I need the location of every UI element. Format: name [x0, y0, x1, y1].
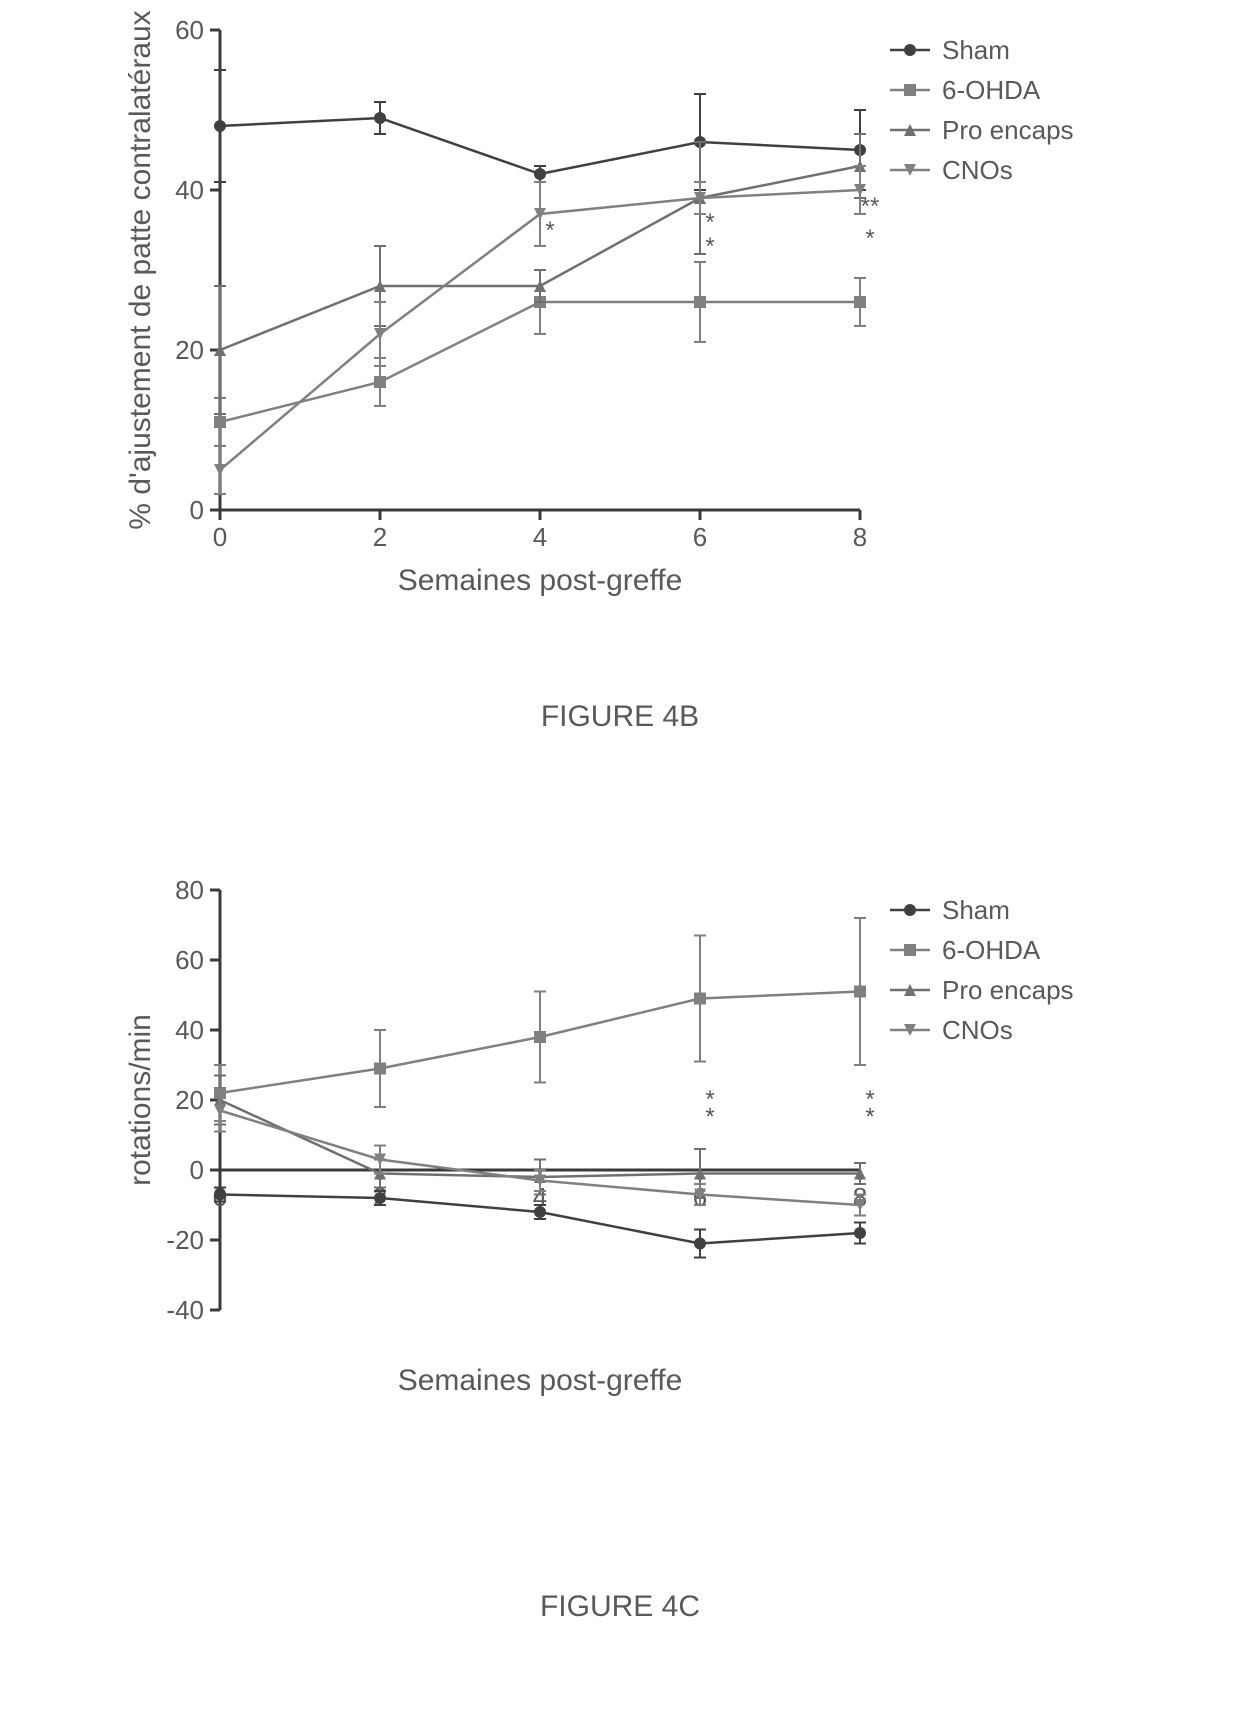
svg-text:Sham: Sham	[942, 35, 1010, 65]
svg-text:*: *	[545, 217, 554, 244]
svg-text:60: 60	[175, 945, 204, 975]
svg-text:*: *	[705, 1104, 714, 1131]
svg-text:40: 40	[175, 175, 204, 205]
svg-text:% d'ajustement de patte contra: % d'ajustement de patte contralatéraux	[124, 10, 157, 529]
page: 020406002468******Semaines post-greffe% …	[0, 0, 1240, 1731]
chart-svg-4b: 020406002468******Semaines post-greffe% …	[60, 10, 1160, 630]
svg-text:*: *	[705, 209, 714, 236]
svg-text:0: 0	[190, 1155, 204, 1185]
svg-text:*: *	[705, 233, 714, 260]
figure-4b: 020406002468******Semaines post-greffe% …	[60, 10, 1160, 635]
svg-text:-40: -40	[166, 1295, 204, 1325]
svg-text:Sham: Sham	[942, 895, 1010, 925]
figure-4c: -40-2002040608002468****Semaines post-gr…	[60, 870, 1160, 1435]
svg-text:2: 2	[373, 522, 387, 552]
svg-text:CNOs: CNOs	[942, 155, 1013, 185]
svg-text:Semaines post-greffe: Semaines post-greffe	[398, 564, 683, 597]
svg-text:20: 20	[175, 335, 204, 365]
svg-text:40: 40	[175, 1015, 204, 1045]
svg-text:60: 60	[175, 15, 204, 45]
svg-text:-20: -20	[166, 1225, 204, 1255]
chart-svg-4c: -40-2002040608002468****Semaines post-gr…	[60, 870, 1160, 1430]
svg-text:20: 20	[175, 1085, 204, 1115]
figure-4c-caption: FIGURE 4C	[0, 1590, 1240, 1624]
svg-text:6-OHDA: 6-OHDA	[942, 935, 1041, 965]
svg-text:4: 4	[533, 522, 547, 552]
svg-text:*: *	[865, 1104, 874, 1131]
svg-text:6: 6	[693, 522, 707, 552]
svg-text:Semaines post-greffe: Semaines post-greffe	[398, 1364, 683, 1397]
svg-text:*: *	[865, 225, 874, 252]
svg-text:**: **	[861, 193, 880, 220]
svg-text:0: 0	[190, 495, 204, 525]
svg-text:0: 0	[213, 522, 227, 552]
svg-text:6-OHDA: 6-OHDA	[942, 75, 1041, 105]
svg-text:80: 80	[175, 875, 204, 905]
svg-text:Pro encaps: Pro encaps	[942, 115, 1074, 145]
figure-4b-caption: FIGURE 4B	[0, 700, 1240, 734]
svg-text:8: 8	[853, 522, 867, 552]
svg-text:rotations/min: rotations/min	[124, 1014, 157, 1186]
svg-text:CNOs: CNOs	[942, 1015, 1013, 1045]
svg-text:Pro encaps: Pro encaps	[942, 975, 1074, 1005]
